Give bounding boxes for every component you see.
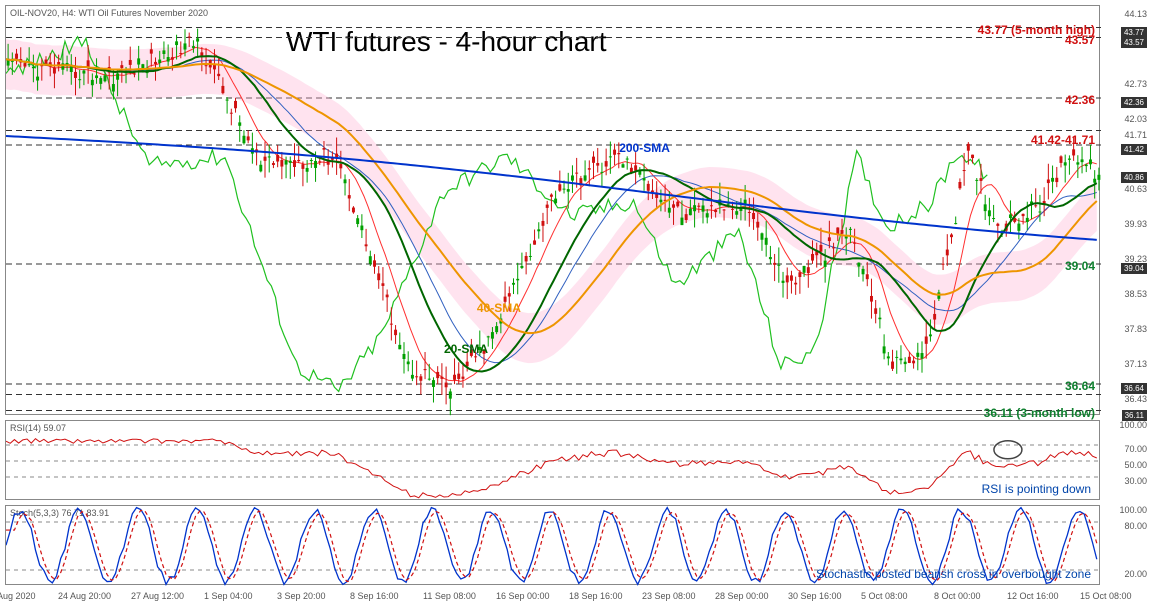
level-label: 41.42-41.71: [1031, 133, 1095, 147]
stoch-y-tick: 100.00: [1119, 505, 1147, 515]
x-tick: 24 Aug 20:00: [58, 591, 111, 601]
y-tick: 39.23: [1124, 254, 1147, 264]
y-tick: 43.77: [1121, 27, 1147, 38]
x-tick: 3 Sep 20:00: [277, 591, 326, 601]
level-label: 36.11 (3-month low): [984, 406, 1095, 420]
x-tick: 8 Oct 00:00: [934, 591, 981, 601]
x-tick: 11 Sep 08:00: [423, 591, 476, 601]
y-tick: 40.86: [1121, 172, 1147, 183]
main-y-axis: 36.11 36.4336.64 37.13 37.83 38.53 39.0439.23…: [1105, 5, 1149, 585]
x-tick: 15 Oct 08:00: [1080, 591, 1132, 601]
x-tick: 27 Aug 12:00: [131, 591, 184, 601]
y-tick: 36.43: [1124, 394, 1147, 404]
level-label: 43.57: [1065, 33, 1095, 47]
y-tick: 37.83: [1124, 324, 1147, 334]
x-tick: 23 Sep 08:00: [642, 591, 696, 601]
sma-label: 40-SMA: [477, 301, 521, 315]
level-label: 39.04: [1065, 259, 1095, 273]
rsi-panel[interactable]: RSI(14) 59.07 RSI is pointing down: [5, 420, 1100, 500]
y-tick: 39.93: [1124, 219, 1147, 229]
sma-label: 200-SMA: [619, 141, 670, 155]
main-chart-svg: [6, 6, 1101, 416]
y-tick: 42.36: [1121, 97, 1147, 108]
x-tick: 16 Sep 00:00: [496, 591, 550, 601]
level-label: 36.64: [1065, 379, 1095, 393]
x-tick: 30 Sep 16:00: [788, 591, 842, 601]
x-tick: 20 Aug 2020: [0, 591, 36, 601]
y-tick: 44.13: [1124, 9, 1147, 19]
y-tick: 43.57: [1121, 37, 1147, 48]
rsi-y-tick: 70.00: [1124, 444, 1147, 454]
y-tick: 41.71: [1124, 130, 1147, 140]
stoch-annotation: Stochastic posted bearish cross in overb…: [816, 567, 1091, 581]
stoch-y-tick: 80.00: [1124, 521, 1147, 531]
chart-container: OIL-NOV20, H4: WTI Oil Futures November …: [0, 0, 1149, 607]
main-price-panel[interactable]: OIL-NOV20, H4: WTI Oil Futures November …: [5, 5, 1100, 415]
y-tick: 37.13: [1124, 359, 1147, 369]
level-label: 42.36: [1065, 93, 1095, 107]
x-tick: 18 Sep 16:00: [569, 591, 623, 601]
x-tick: 5 Oct 08:00: [861, 591, 908, 601]
rsi-y-tick: 100.00: [1119, 420, 1147, 430]
x-tick: 1 Sep 04:00: [204, 591, 253, 601]
y-tick: 36.11: [1122, 410, 1147, 421]
y-tick: 38.53: [1124, 289, 1147, 299]
y-tick: 36.64: [1121, 383, 1147, 394]
y-tick: 42.03: [1124, 114, 1147, 124]
rsi-y-tick: 30.00: [1124, 476, 1147, 486]
x-tick: 28 Sep 00:00: [715, 591, 769, 601]
x-tick: 8 Sep 16:00: [350, 591, 399, 601]
y-tick: 40.63: [1124, 184, 1147, 194]
x-tick: 12 Oct 16:00: [1007, 591, 1059, 601]
y-tick: 41.42: [1121, 144, 1147, 155]
rsi-y-tick: 50.00: [1124, 460, 1147, 470]
stoch-y-tick: 20.00: [1124, 569, 1147, 579]
stoch-panel[interactable]: Stoch(5,3,3) 76.71 83.91 Stochastic post…: [5, 505, 1100, 585]
y-tick: 42.73: [1124, 79, 1147, 89]
x-axis: 20 Aug 202024 Aug 20:0027 Aug 12:001 Sep…: [5, 589, 1100, 607]
rsi-annotation: RSI is pointing down: [982, 482, 1091, 496]
y-tick: 39.04: [1121, 263, 1147, 274]
sma-label: 20-SMA: [444, 342, 488, 356]
rsi-svg: [6, 421, 1101, 501]
